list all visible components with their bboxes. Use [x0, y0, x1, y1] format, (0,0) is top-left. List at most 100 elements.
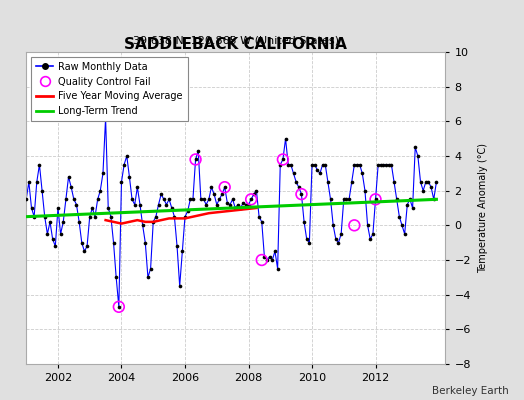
Point [210, 191, 219, 197]
Point [102, 115, 110, 121]
Point [263, 257, 271, 263]
Point [32, 179, 41, 185]
Point [85, 214, 94, 220]
Point [395, 214, 403, 220]
Point [350, 162, 358, 168]
Point [93, 196, 102, 202]
Point [162, 201, 171, 208]
Point [372, 196, 380, 202]
Point [157, 191, 166, 197]
Point [294, 184, 303, 190]
Point [247, 196, 255, 202]
Point [215, 196, 224, 202]
Point [178, 248, 187, 254]
Point [176, 283, 184, 289]
Point [75, 219, 83, 225]
Point [25, 179, 33, 185]
Point [374, 162, 383, 168]
Point [213, 201, 221, 208]
Point [347, 179, 356, 185]
Point [149, 219, 157, 225]
Point [308, 162, 316, 168]
Point [297, 191, 305, 197]
Point [342, 196, 351, 202]
Point [112, 274, 121, 280]
Point [133, 184, 141, 190]
Point [138, 222, 147, 228]
Point [123, 153, 131, 159]
Point [117, 179, 126, 185]
Point [350, 222, 358, 228]
Point [268, 257, 277, 263]
Point [432, 179, 441, 185]
Point [377, 162, 385, 168]
Point [208, 184, 216, 190]
Point [204, 196, 213, 202]
Point [379, 162, 388, 168]
Point [221, 184, 229, 190]
Point [271, 248, 279, 254]
Point [231, 205, 239, 211]
Point [313, 167, 322, 173]
Point [258, 257, 266, 263]
Point [382, 162, 390, 168]
Point [417, 179, 425, 185]
Point [324, 179, 332, 185]
Point [115, 304, 123, 310]
Point [170, 214, 179, 220]
Point [194, 148, 202, 154]
Point [46, 219, 54, 225]
Title: SADDLEBACK CALIFORNIA: SADDLEBACK CALIFORNIA [124, 37, 347, 52]
Point [144, 274, 152, 280]
Point [390, 179, 398, 185]
Point [358, 170, 366, 176]
Point [385, 162, 393, 168]
Point [88, 205, 96, 211]
Point [64, 174, 73, 180]
Point [107, 214, 115, 220]
Point [191, 156, 200, 163]
Point [406, 196, 414, 202]
Point [54, 205, 62, 211]
Point [35, 162, 43, 168]
Point [316, 170, 324, 176]
Legend: Raw Monthly Data, Quality Control Fail, Five Year Moving Average, Long-Term Tren: Raw Monthly Data, Quality Control Fail, … [31, 57, 188, 121]
Point [266, 253, 274, 260]
Point [173, 243, 181, 249]
Point [199, 196, 208, 202]
Point [297, 191, 305, 197]
Point [258, 219, 266, 225]
Point [51, 243, 60, 249]
Point [62, 196, 70, 202]
Point [38, 188, 46, 194]
Point [234, 201, 242, 208]
Point [326, 196, 335, 202]
Point [99, 170, 107, 176]
Point [189, 196, 197, 202]
Point [141, 240, 149, 246]
Point [202, 201, 210, 208]
Point [196, 196, 205, 202]
Point [151, 214, 160, 220]
Point [281, 136, 290, 142]
Point [223, 200, 232, 206]
Point [337, 231, 345, 237]
Point [408, 205, 417, 211]
Point [319, 162, 327, 168]
Point [183, 208, 192, 215]
Point [353, 162, 361, 168]
Point [411, 144, 419, 150]
Point [413, 153, 422, 159]
Point [334, 240, 343, 246]
Point [130, 201, 139, 208]
Point [40, 214, 49, 220]
Point [78, 240, 86, 246]
Point [321, 162, 330, 168]
Y-axis label: Temperature Anomaly (°C): Temperature Anomaly (°C) [478, 143, 488, 273]
Point [30, 214, 38, 220]
Point [104, 205, 113, 211]
Point [181, 214, 189, 220]
Point [226, 201, 234, 208]
Point [136, 201, 144, 208]
Point [186, 196, 194, 202]
